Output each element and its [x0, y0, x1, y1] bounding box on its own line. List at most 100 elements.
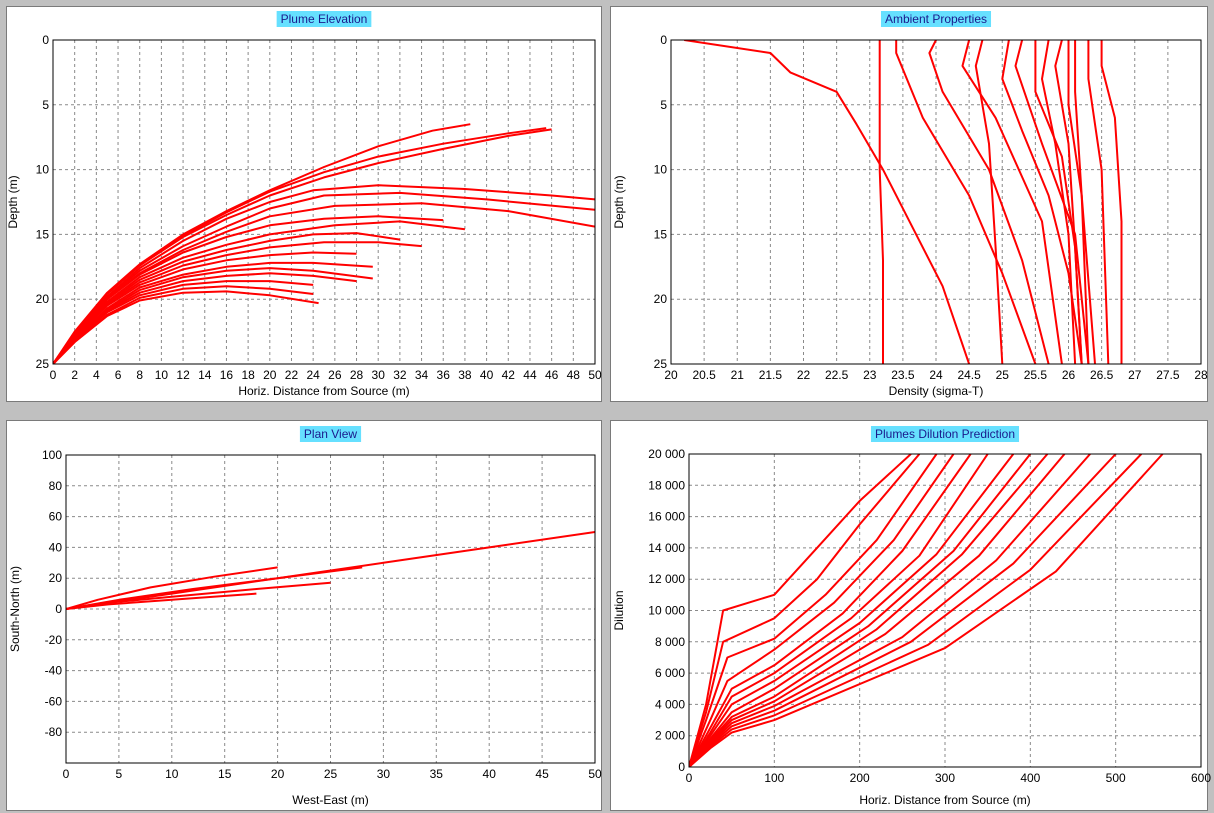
plume-elevation-xtick-label: 8 — [136, 368, 143, 382]
plumes-dilution-series-2 — [689, 454, 938, 767]
plan-view-series-1 — [66, 566, 278, 610]
plumes-dilution-series-11 — [689, 454, 1117, 767]
plume-elevation-ytick-label: 5 — [42, 98, 49, 112]
ambient-properties-series-3 — [928, 40, 1050, 364]
ambient-properties-series-9 — [1041, 40, 1077, 364]
plumes-dilution-series-9 — [689, 454, 1066, 767]
plan-view-ylabel: South-North (m) — [8, 566, 22, 652]
plume-elevation-xlabel: Horiz. Distance from Source (m) — [238, 384, 409, 398]
plan-view-ytick-label: -80 — [45, 725, 63, 739]
plan-view-grid — [65, 454, 596, 763]
plume-elevation-xtick-label: 28 — [350, 368, 364, 382]
plan-view-series-group — [66, 531, 595, 610]
plumes-dilution-chart: 0 100 200 300 400 500 600 0 2 000 4 000 6 000 8 000… — [612, 426, 1211, 807]
plumes-dilution-ytick-label: 18 000 — [648, 478, 685, 492]
plan-view-ytick-label: -40 — [45, 664, 63, 678]
plume-elevation-ytick-label: 15 — [36, 227, 50, 241]
ambient-properties-xtick-label: 22 — [797, 368, 811, 382]
plume-elevation-xtick-label: 40 — [480, 368, 494, 382]
ambient-properties-series-6 — [1001, 40, 1083, 364]
plumes-dilution-xtick-label: 300 — [935, 771, 955, 785]
plan-view-plot-frame — [65, 454, 596, 764]
plume-elevation-xtick-label: 6 — [115, 368, 122, 382]
plan-view-xtick-label: 40 — [483, 767, 497, 781]
plan-view-xtick-label: 0 — [63, 767, 70, 781]
plan-view-xtick-label: 45 — [535, 767, 549, 781]
plume-elevation-xtick-label: 18 — [241, 368, 255, 382]
plume-elevation-xtick-label: 38 — [458, 368, 472, 382]
plan-view-ytick-label: 0 — [55, 602, 62, 616]
ambient-properties-xlabel: Density (sigma-T) — [889, 384, 984, 398]
plume-elevation-xtick-label: 14 — [198, 368, 212, 382]
plume-elevation-xtick-label: 30 — [372, 368, 386, 382]
plumes-dilution-xtick-label: 600 — [1191, 771, 1211, 785]
plan-view-xtick-label: 30 — [377, 767, 391, 781]
plan-view-title-text: Plan View — [304, 427, 357, 441]
ambient-properties-ytick-label: 20 — [654, 292, 668, 306]
plume-elevation-xtick-label: 48 — [567, 368, 581, 382]
plume-elevation-xtick-label: 42 — [502, 368, 516, 382]
ambient-properties-series-1 — [878, 40, 884, 364]
plume-elevation-plot-frame — [52, 39, 596, 365]
ambient-properties-series-13 — [1087, 40, 1110, 364]
ambient-properties-ytick-label: 0 — [660, 33, 667, 47]
plumes-dilution-ytick-label: 16 000 — [648, 510, 685, 524]
ambient-properties-xtick-label: 26 — [1062, 368, 1076, 382]
plan-view-xtick-label: 35 — [430, 767, 444, 781]
plume-elevation-xtick-label: 22 — [285, 368, 299, 382]
plume-elevation-series-2 — [53, 128, 552, 364]
plumes-dilution-ytick-label: 6 000 — [655, 666, 685, 680]
plan-view-ytick-label: 60 — [49, 510, 63, 524]
plume-elevation-xtick-label: 16 — [220, 368, 234, 382]
panel-ambient-properties: 20 20.5 21 21.5 22 22.5 23 23.5 24 24.5 25 25.5 26 26… — [610, 6, 1208, 402]
ambient-properties-series-2 — [895, 40, 1037, 364]
ambient-properties-series-14 — [1100, 40, 1123, 364]
plumes-dilution-series-3 — [689, 454, 955, 767]
panel-plume-elevation: 0 2 4 6 8 10 12 14 16 18 20 22 24 26 28 30 32 34 36 38 40 42 4… — [6, 6, 602, 402]
plan-view-xtick-label: 5 — [116, 767, 123, 781]
plan-view-xtick-label: 25 — [324, 767, 338, 781]
ambient-properties-xtick-label: 27 — [1128, 368, 1142, 382]
ambient-properties-series-0 — [684, 40, 971, 364]
ambient-properties-series-12 — [1074, 40, 1096, 364]
ambient-properties-ytick-label: 5 — [660, 98, 667, 112]
plumes-dilution-xtick-label: 100 — [764, 771, 784, 785]
plume-elevation-series-6 — [53, 215, 444, 364]
plume-elevation-xtick-label: 4 — [93, 368, 100, 382]
ambient-properties-xtick-label: 25 — [996, 368, 1010, 382]
ambient-properties-ytick-label: 25 — [654, 357, 668, 371]
plan-view-xtick-label: 50 — [588, 767, 602, 781]
plume-elevation-ytick-label: 20 — [36, 292, 50, 306]
plumes-dilution-series-8 — [689, 454, 1049, 767]
plumes-dilution-title: Plumes Dilution Prediction — [870, 426, 1020, 442]
plumes-dilution-series-4 — [689, 454, 972, 767]
plan-view-series-4 — [66, 592, 257, 610]
plumes-dilution-xtick-label: 0 — [686, 771, 693, 785]
ambient-properties-series-group — [684, 40, 1123, 364]
plumes-dilution-xlabel: Horiz. Distance from Source (m) — [859, 793, 1030, 807]
ambient-properties-series-5 — [974, 40, 1004, 364]
ambient-properties-xtick-label: 28 — [1194, 368, 1208, 382]
plumes-dilution-xtick-label: 200 — [850, 771, 870, 785]
ambient-properties-title-text: Ambient Properties — [885, 12, 987, 26]
plume-elevation-xtick-label: 32 — [393, 368, 407, 382]
plumes-dilution-ytick-label: 12 000 — [648, 572, 685, 586]
plume-elevation-ytick-label: 10 — [36, 163, 50, 177]
ambient-properties-xtick-label: 21 — [731, 368, 745, 382]
ambient-properties-xtick-label: 25.5 — [1024, 368, 1048, 382]
plumes-dilution-ytick-label: 14 000 — [648, 541, 685, 555]
plumes-dilution-title-text: Plumes Dilution Prediction — [875, 427, 1015, 441]
plumes-dilution-ytick-label: 10 000 — [648, 604, 685, 618]
ambient-properties-ylabel: Depth (m) — [612, 175, 626, 228]
plumes-dilution-series-6 — [689, 454, 1015, 767]
ambient-properties-xtick-label: 23 — [863, 368, 877, 382]
panel-plan-view: 0 5 10 15 20 25 30 35 40 45 50 100 80 60 40 20 0 -20 -40 -6… — [6, 420, 602, 811]
ambient-properties-ytick-label: 10 — [654, 163, 668, 177]
plumes-dilution-series-0 — [689, 454, 912, 767]
plume-elevation-xtick-label: 44 — [523, 368, 537, 382]
plume-elevation-xtick-label: 2 — [71, 368, 78, 382]
plan-view-ytick-label: 20 — [49, 571, 63, 585]
plume-elevation-series-16 — [53, 290, 319, 364]
plumes-dilution-ylabel: Dilution — [612, 590, 626, 630]
